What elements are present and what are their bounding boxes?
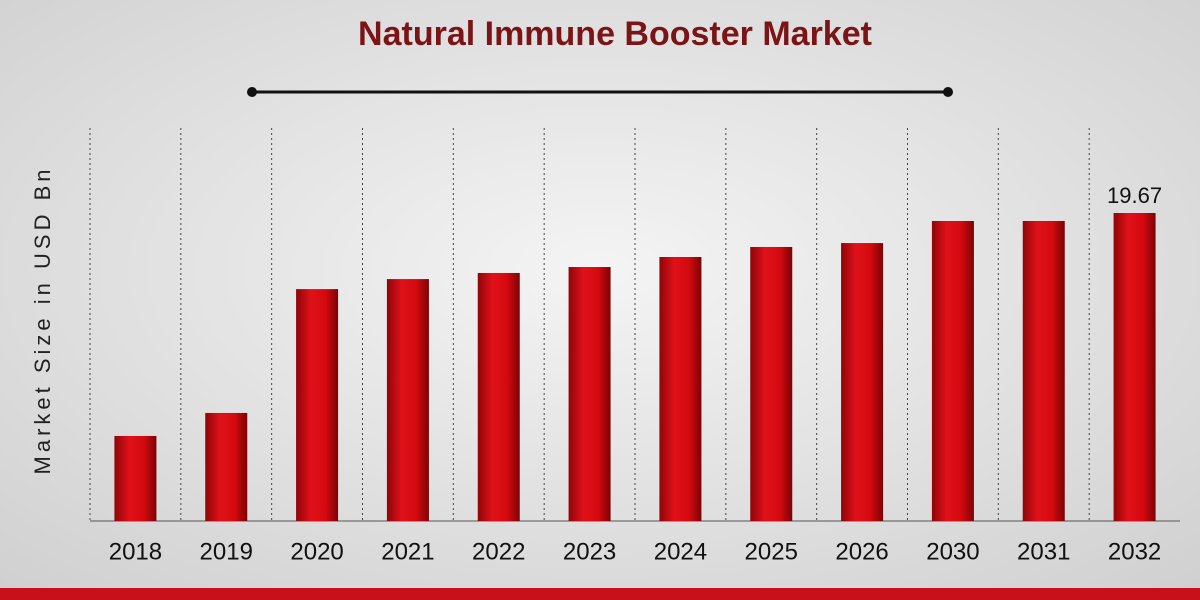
- x-tick-label: 2021: [381, 538, 434, 565]
- bar: [477, 272, 520, 521]
- rule-dot: [943, 87, 953, 97]
- x-tick-label: 2025: [745, 538, 798, 565]
- x-tick-label: 2026: [835, 538, 888, 565]
- data-label: 19.67: [1107, 183, 1162, 208]
- bar: [1113, 213, 1156, 521]
- bar: [931, 220, 974, 521]
- rule-dot: [247, 87, 257, 97]
- bar: [296, 289, 339, 521]
- bar: [659, 257, 702, 521]
- x-tick-label: 2023: [563, 538, 616, 565]
- chart-title: Natural Immune Booster Market: [358, 15, 872, 53]
- x-tick-label: 2019: [200, 538, 253, 565]
- bar: [750, 246, 793, 522]
- y-axis-label: Market Size in USD Bn: [30, 166, 55, 475]
- x-tick-label: 2031: [1017, 538, 1070, 565]
- x-tick-label: 2024: [654, 538, 707, 565]
- x-tick-label: 2022: [472, 538, 525, 565]
- bar: [205, 412, 248, 521]
- bar: [841, 243, 884, 521]
- x-tick-label: 2020: [290, 538, 343, 565]
- x-tick-label: 2030: [926, 538, 979, 565]
- bar: [386, 279, 429, 521]
- bar: [1022, 220, 1065, 521]
- x-tick-label: 2018: [109, 538, 162, 565]
- bottom-strip: [0, 588, 1200, 600]
- bar: [568, 267, 611, 521]
- x-tick-label: 2032: [1108, 538, 1161, 565]
- bar: [114, 435, 157, 521]
